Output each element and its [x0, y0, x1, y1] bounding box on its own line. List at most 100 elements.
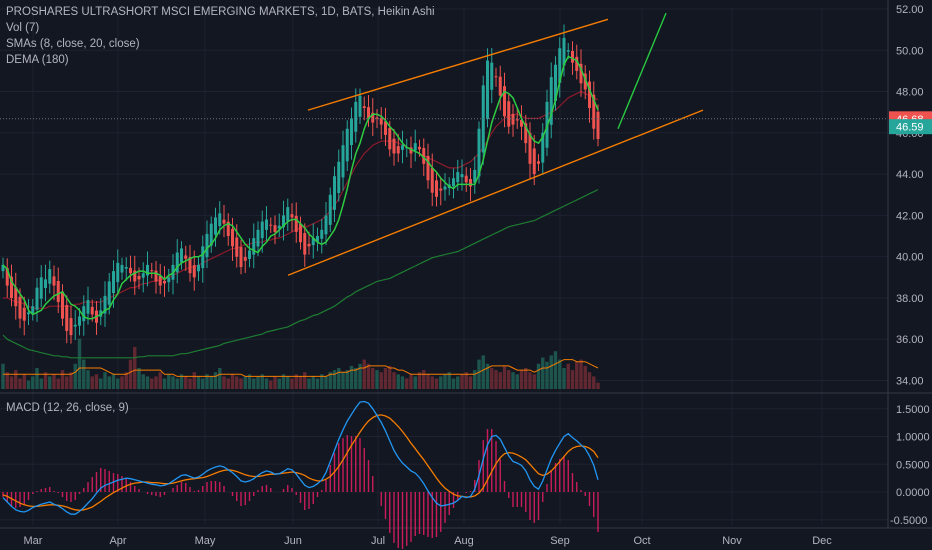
trendlines: [0, 12, 888, 276]
volume-bar: [328, 372, 332, 389]
volume-bar: [201, 378, 205, 389]
macd-line: [2, 400, 599, 515]
candle-body: [133, 270, 137, 282]
candle-body: [362, 106, 366, 109]
dema-line: [2, 189, 599, 359]
volume-bar: [473, 370, 477, 389]
candle-body: [1, 264, 5, 272]
volume-bar: [35, 368, 39, 389]
volume-bar: [596, 382, 600, 389]
volume-bar: [349, 365, 354, 389]
volume-bar: [107, 376, 111, 389]
volume-bar: [226, 378, 230, 389]
candle-body: [31, 306, 35, 314]
candle-body: [107, 281, 111, 305]
candle-body: [413, 143, 417, 151]
candle-body: [554, 64, 557, 101]
candle-body: [396, 146, 400, 154]
macd-tick-label: 1.0000: [896, 432, 930, 444]
volume-bar: [477, 359, 481, 389]
volume-bar: [417, 372, 422, 389]
volume-bar: [243, 376, 247, 389]
volume-bar: [9, 376, 14, 389]
candle-body: [129, 267, 132, 274]
time-tick-label: Dec: [812, 535, 832, 547]
candle-body: [452, 178, 455, 187]
candle-body: [388, 128, 392, 150]
volume-bar: [456, 376, 460, 389]
volume-bar: [264, 378, 269, 389]
prev-price-tag: [889, 119, 932, 135]
candle-body: [401, 145, 404, 150]
volume-bar: [39, 378, 43, 389]
candle-body: [103, 295, 107, 314]
candle-body: [464, 175, 468, 183]
price-tick-label: 40.00: [896, 252, 924, 264]
volume-bar: [388, 365, 392, 389]
lower-channel-line: [287, 109, 704, 276]
volume-bar: [311, 376, 315, 389]
projection-line: [617, 12, 667, 129]
candle-body: [201, 246, 205, 269]
volume-bar: [14, 370, 18, 389]
candle-body: [209, 223, 213, 246]
volume-bar: [65, 376, 69, 389]
volume-bar: [294, 374, 298, 389]
price-tick-label: 48.00: [896, 87, 924, 99]
volume-bar: [171, 376, 175, 389]
volume-bar: [409, 374, 413, 389]
candle-body: [532, 148, 536, 175]
volume-bar: [184, 376, 188, 389]
volume-bar: [498, 372, 502, 389]
time-tick-label: Nov: [722, 535, 742, 547]
volume-bar: [566, 363, 570, 389]
indicator-smas[interactable]: SMAs (8, close, 20, close): [6, 38, 140, 50]
macd-title[interactable]: MACD (12, 26, close, 9): [6, 402, 129, 414]
candle-body: [78, 316, 81, 326]
candle-body: [528, 133, 532, 164]
volume-bar: [375, 370, 379, 389]
candle-body: [503, 86, 506, 117]
volume-bar: [120, 376, 124, 389]
volume-bar: [579, 359, 583, 389]
price-tick-label: 44.00: [896, 169, 924, 181]
candle-body: [112, 271, 115, 294]
volume-bar: [116, 378, 120, 389]
candle-body: [265, 219, 268, 230]
volume-bar: [558, 359, 562, 389]
candle-body: [418, 146, 421, 150]
candle-body: [137, 275, 141, 280]
candle-body: [426, 155, 430, 181]
candle-body: [558, 48, 562, 83]
volume-bar: [73, 363, 77, 389]
volume-bar: [494, 370, 498, 389]
prev-price-text: 46.59: [896, 122, 924, 134]
candle-body: [477, 128, 481, 177]
volume-bar: [464, 372, 468, 389]
candle-body: [286, 207, 290, 222]
volume-bar: [379, 372, 383, 389]
candle-body: [371, 112, 375, 123]
candle-body: [575, 56, 579, 71]
volume-bar: [277, 378, 281, 389]
candle-body: [583, 73, 587, 90]
candle-body: [256, 229, 260, 247]
volume-bar: [443, 374, 447, 389]
volume-bar: [485, 363, 490, 389]
volume-bar: [371, 368, 375, 389]
indicator-vol[interactable]: Vol (7): [6, 22, 40, 34]
macd-tick-label: 0.5000: [896, 459, 930, 471]
candle-body: [345, 128, 349, 162]
indicator-dema[interactable]: DEMA (180): [6, 54, 69, 66]
candle-body: [35, 287, 39, 310]
macd-histogram: [2, 429, 599, 549]
volume-bar: [290, 378, 294, 389]
upper-channel-line: [307, 18, 609, 111]
volume-bar: [90, 376, 94, 389]
volume-bar: [141, 374, 145, 389]
volume-bar: [137, 368, 141, 389]
volume-bar: [260, 374, 264, 389]
